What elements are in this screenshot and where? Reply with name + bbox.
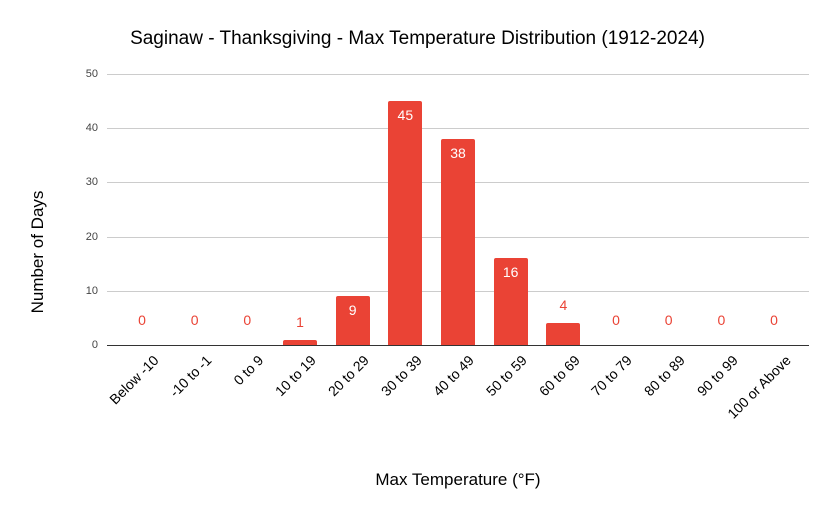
x-tick-label: 40 to 49 xyxy=(430,352,478,400)
y-tick-label: 10 xyxy=(85,284,98,297)
gridline xyxy=(107,128,809,130)
data-label: 16 xyxy=(502,264,519,281)
data-label: 1 xyxy=(296,313,304,330)
y-tick-label: 20 xyxy=(85,230,98,243)
data-label: 0 xyxy=(243,312,252,328)
data-label: 0 xyxy=(612,312,620,328)
data-label: 0 xyxy=(717,312,726,328)
bar xyxy=(546,323,581,345)
plot-area: 0 0 0 1 9 45 38 16 4 0 0 0 0 xyxy=(107,74,809,346)
data-label: 0 xyxy=(138,312,146,328)
x-tick-label: -10 to -1 xyxy=(165,352,214,401)
data-label: 38 xyxy=(450,145,466,162)
x-tick-label: 0 to 9 xyxy=(230,352,267,389)
chart-title: Saginaw - Thanksgiving - Max Temperature… xyxy=(130,28,705,49)
x-tick-label: 50 to 59 xyxy=(482,352,531,400)
y-tick-label: 50 xyxy=(85,68,98,80)
x-axis-label: Max Temperature (°F) xyxy=(375,470,541,489)
data-label: 0 xyxy=(190,312,199,328)
bar xyxy=(441,139,476,345)
x-tick-label: 10 to 19 xyxy=(272,352,320,400)
x-axis-line xyxy=(107,345,809,346)
x-tick-label: 60 to 69 xyxy=(535,352,583,400)
data-label: 0 xyxy=(664,312,673,328)
x-tick-label: 90 to 99 xyxy=(693,352,741,400)
bar xyxy=(493,258,528,345)
x-tick-label: 80 to 89 xyxy=(640,352,689,400)
bar xyxy=(335,296,370,345)
x-tick-label: 20 to 29 xyxy=(324,352,372,400)
y-tick-label: 30 xyxy=(85,176,98,189)
y-tick-label: 40 xyxy=(85,122,98,135)
data-label: 9 xyxy=(348,302,357,319)
data-label: 4 xyxy=(559,297,568,314)
gridline xyxy=(107,74,809,75)
x-tick-label: Below -10 xyxy=(105,352,162,408)
data-label: 45 xyxy=(397,107,414,124)
x-tick-label: 30 to 39 xyxy=(377,352,425,400)
data-label: 0 xyxy=(770,312,778,328)
bar xyxy=(388,101,423,345)
y-tick-label: 0 xyxy=(91,339,98,351)
y-axis-label: Number of Days xyxy=(28,190,47,314)
bar xyxy=(283,339,317,345)
x-tick-label: 70 to 79 xyxy=(588,352,636,400)
